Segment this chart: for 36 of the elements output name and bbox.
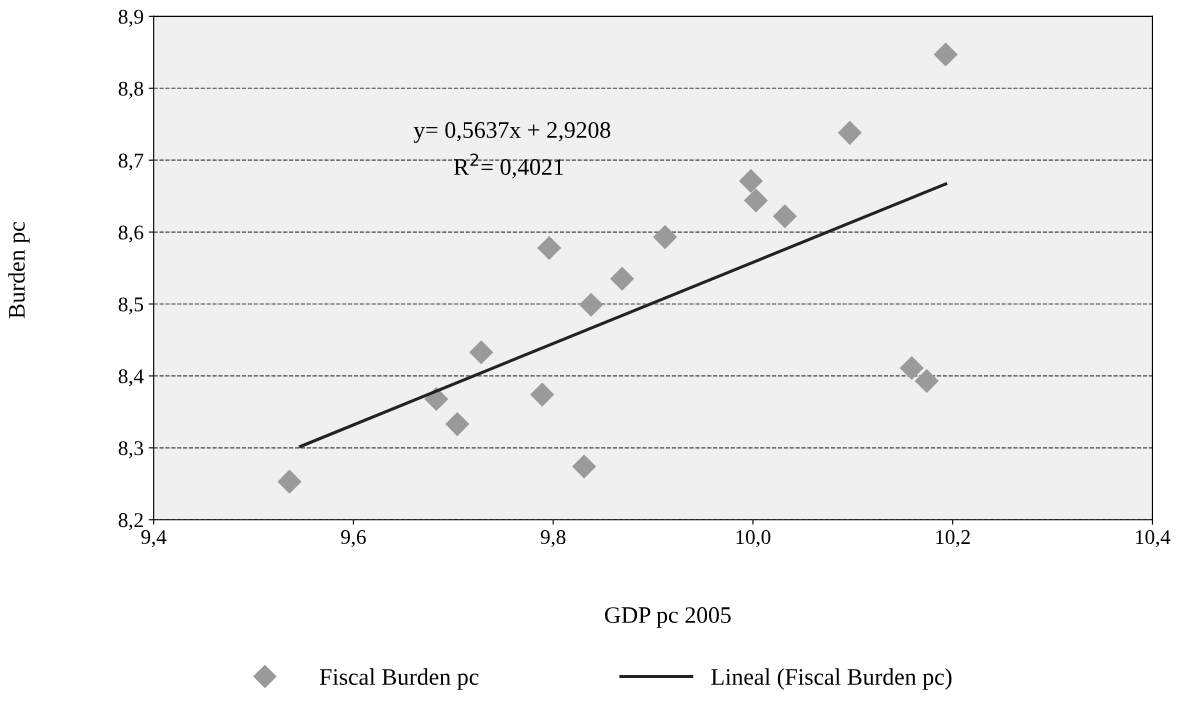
- y-tick-label: 8,7: [118, 153, 144, 171]
- annotation: y= 0,5637x + 2,9208: [413, 122, 611, 143]
- point: [469, 340, 494, 365]
- point: [572, 454, 597, 479]
- point: [738, 169, 763, 194]
- x-tick-label: 10,2: [936, 530, 970, 548]
- y-tick-label: 8,8: [118, 81, 144, 99]
- x-tick-label: 10,0: [736, 530, 771, 548]
- y-tick-label: 8,2: [118, 513, 143, 531]
- point: [899, 355, 924, 381]
- point: [579, 292, 604, 317]
- point: [537, 235, 562, 260]
- point: [914, 368, 939, 393]
- y-tick-label: 8,3: [118, 441, 144, 459]
- point: [933, 42, 958, 67]
- y-tick-label: 8,4: [118, 369, 144, 387]
- point: [610, 266, 635, 291]
- point: [653, 225, 678, 250]
- point: [743, 188, 768, 213]
- x-tick-label: 9,8: [540, 530, 566, 548]
- y-tick-label: 8,6: [118, 225, 144, 243]
- y-tick-label: 8,5: [118, 297, 144, 315]
- annotation: R$^{2}$= 0,4021: [453, 153, 564, 179]
- y-tick-label: 8,9: [118, 9, 144, 27]
- x-tick-label: 9,6: [341, 530, 366, 548]
- point: [530, 382, 555, 407]
- x-tick-label: 10,4: [1136, 530, 1171, 548]
- legend-label: Lineal (Fiscal Burden pc): [711, 668, 952, 690]
- point: [837, 120, 862, 145]
- point: [772, 204, 797, 229]
- y-axis-title: Burden pc: [8, 222, 30, 319]
- x-axis-title: GDP pc 2005: [604, 607, 731, 628]
- point: [277, 469, 302, 494]
- x-tick-label: 9,4: [141, 530, 167, 548]
- legend-label: Fiscal Burden pc: [319, 668, 479, 690]
- point: [445, 412, 470, 437]
